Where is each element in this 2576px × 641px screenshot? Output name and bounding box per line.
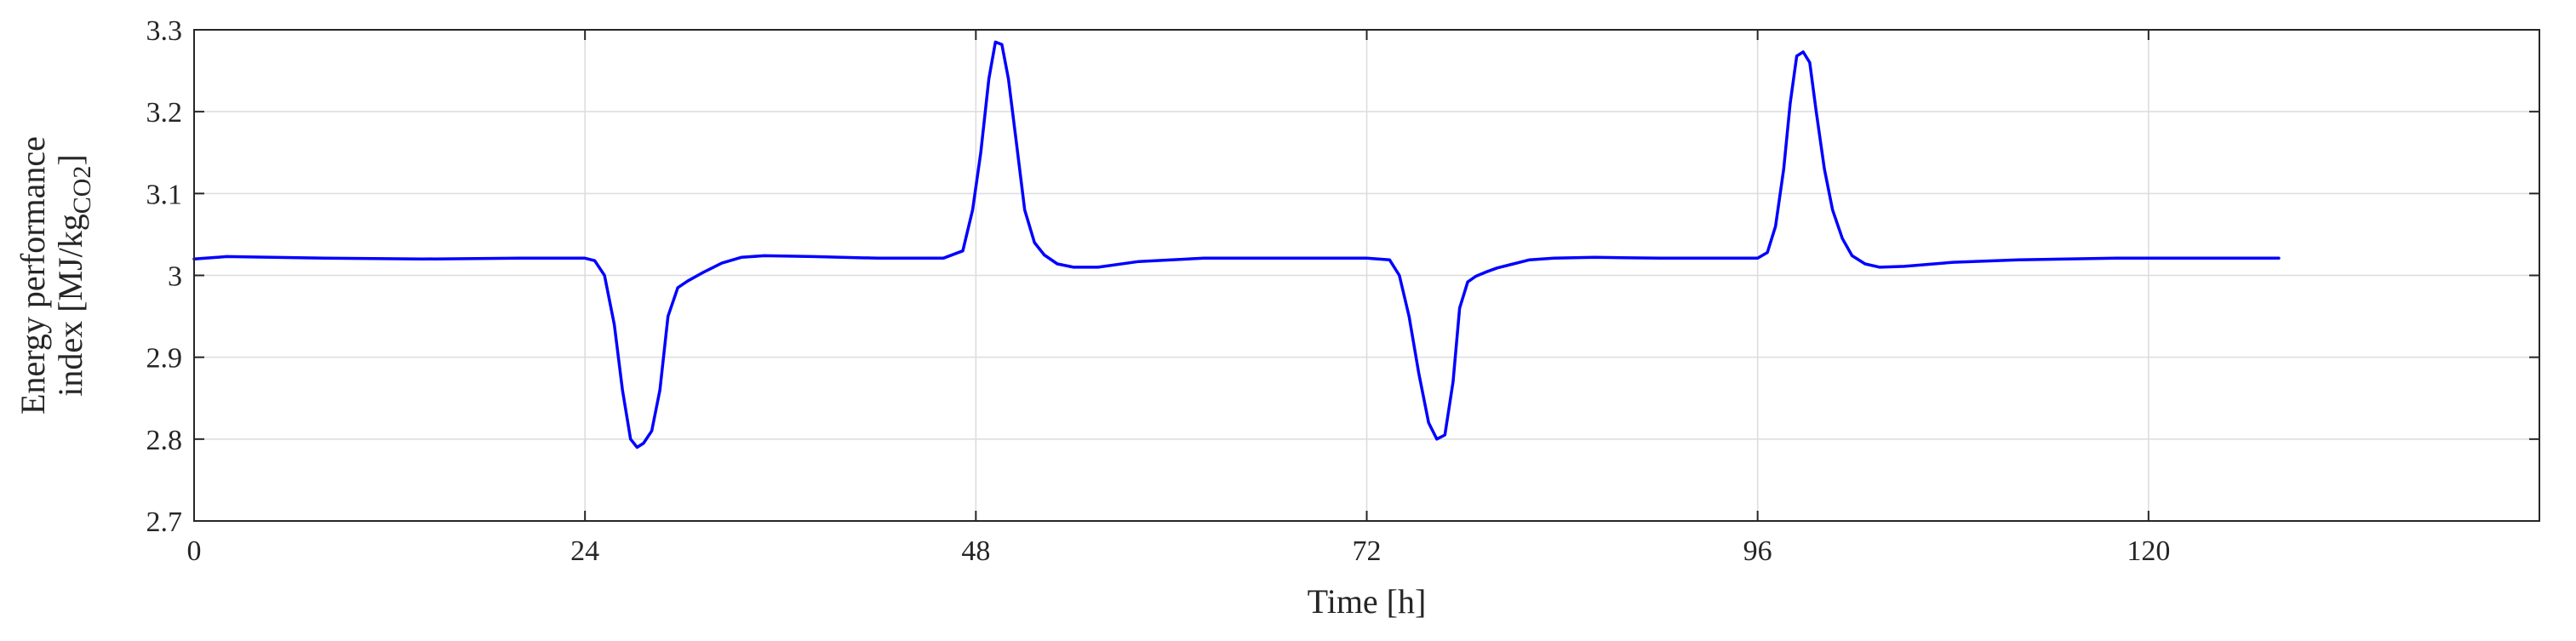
- y-tick-label: 3.1: [146, 179, 183, 210]
- y-tick-label: 3.2: [146, 97, 183, 129]
- x-tick-label: 24: [570, 535, 599, 567]
- series-line: [192, 40, 2281, 449]
- y-tick-label: 2.8: [146, 425, 183, 456]
- x-axis-ticks: 0 24 48 72 96 120: [187, 30, 2170, 567]
- series-lines: [192, 40, 2281, 449]
- x-tick-label: 96: [1743, 535, 1772, 567]
- y-axis-ticks: 2.7 2.8 2.9 3 3.1 3.2 3.3: [146, 15, 2539, 538]
- y-tick-label: 3.3: [146, 15, 183, 47]
- y-tick-label: 3: [168, 261, 182, 293]
- x-tick-label: 0: [187, 535, 202, 567]
- x-tick-label: 48: [961, 535, 990, 567]
- y-axis-title-line2: index [MJ/kgCO2]: [51, 154, 96, 396]
- y-axis-title-line1: Energy performance: [14, 136, 52, 415]
- y-axis-title-suffix: ]: [51, 154, 89, 165]
- y-axis-title-prefix: index [MJ/kg: [51, 214, 89, 396]
- y-axis-title-subscript: CO2: [68, 166, 96, 215]
- x-axis-title: Time [h]: [1308, 582, 1427, 621]
- y-tick-label: 2.9: [146, 343, 183, 375]
- x-tick-label: 120: [2127, 535, 2170, 567]
- y-tick-label: 2.7: [146, 507, 183, 538]
- x-tick-label: 72: [1353, 535, 1382, 567]
